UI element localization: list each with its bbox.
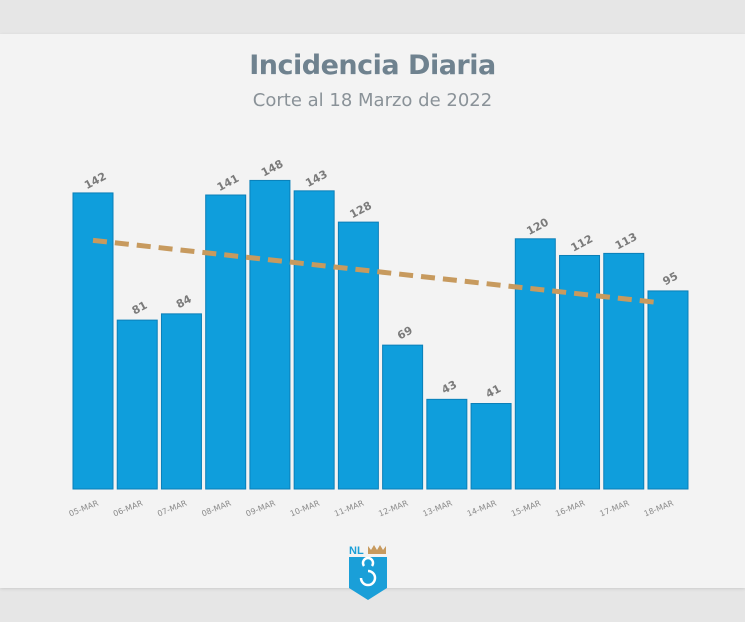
bar: [603, 252, 645, 490]
logo-text: NL: [349, 545, 364, 557]
bar: [72, 192, 114, 490]
data-label: 113: [613, 230, 639, 252]
bar: [160, 313, 202, 490]
x-tick-label: 07-MAR: [156, 498, 189, 518]
x-tick-label: 09-MAR: [245, 498, 278, 518]
x-tick-label: 17-MAR: [598, 498, 631, 518]
data-label: 143: [303, 168, 329, 190]
crown-icon: [368, 545, 386, 554]
x-tick-label: 05-MAR: [68, 498, 101, 518]
shield-icon: [349, 557, 387, 600]
data-label: 43: [439, 378, 459, 397]
x-tick-label: 10-MAR: [289, 498, 322, 518]
chart-title: Incidencia Diaria: [249, 50, 496, 81]
data-label: 81: [130, 299, 150, 318]
data-label: 41: [484, 382, 504, 401]
bar: [470, 403, 512, 490]
data-label: 112: [569, 232, 595, 254]
bar: [116, 319, 158, 490]
data-label: 120: [524, 215, 551, 237]
data-label: 148: [259, 157, 285, 179]
x-tick-label: 08-MAR: [200, 498, 233, 518]
bar: [647, 290, 689, 490]
x-tick-label: 13-MAR: [421, 498, 454, 518]
x-tick-label: 15-MAR: [510, 498, 543, 518]
x-tick-label: 11-MAR: [333, 498, 366, 518]
chart-subtitle: Corte al 18 Marzo de 2022: [252, 90, 493, 111]
bar: [249, 179, 291, 490]
bar: [426, 398, 468, 490]
x-tick-label: 06-MAR: [112, 498, 145, 518]
data-label: 142: [82, 170, 108, 192]
x-tick-label: 12-MAR: [377, 498, 410, 518]
x-tick-label: 16-MAR: [554, 498, 587, 518]
data-label: 141: [215, 172, 241, 194]
trend-line: [92, 237, 661, 306]
data-label: 128: [348, 199, 374, 221]
bar: [293, 190, 335, 490]
data-label: 84: [174, 292, 194, 311]
bar: [337, 221, 379, 490]
bar: [514, 238, 556, 490]
data-label: 69: [395, 324, 415, 343]
x-tick-label: 14-MAR: [466, 498, 499, 518]
data-label: 95: [661, 270, 681, 289]
bar: [382, 344, 424, 490]
bar: [205, 194, 247, 490]
nuevo-leon-logo: NL: [349, 545, 387, 600]
x-tick-label: 18-MAR: [643, 498, 676, 518]
